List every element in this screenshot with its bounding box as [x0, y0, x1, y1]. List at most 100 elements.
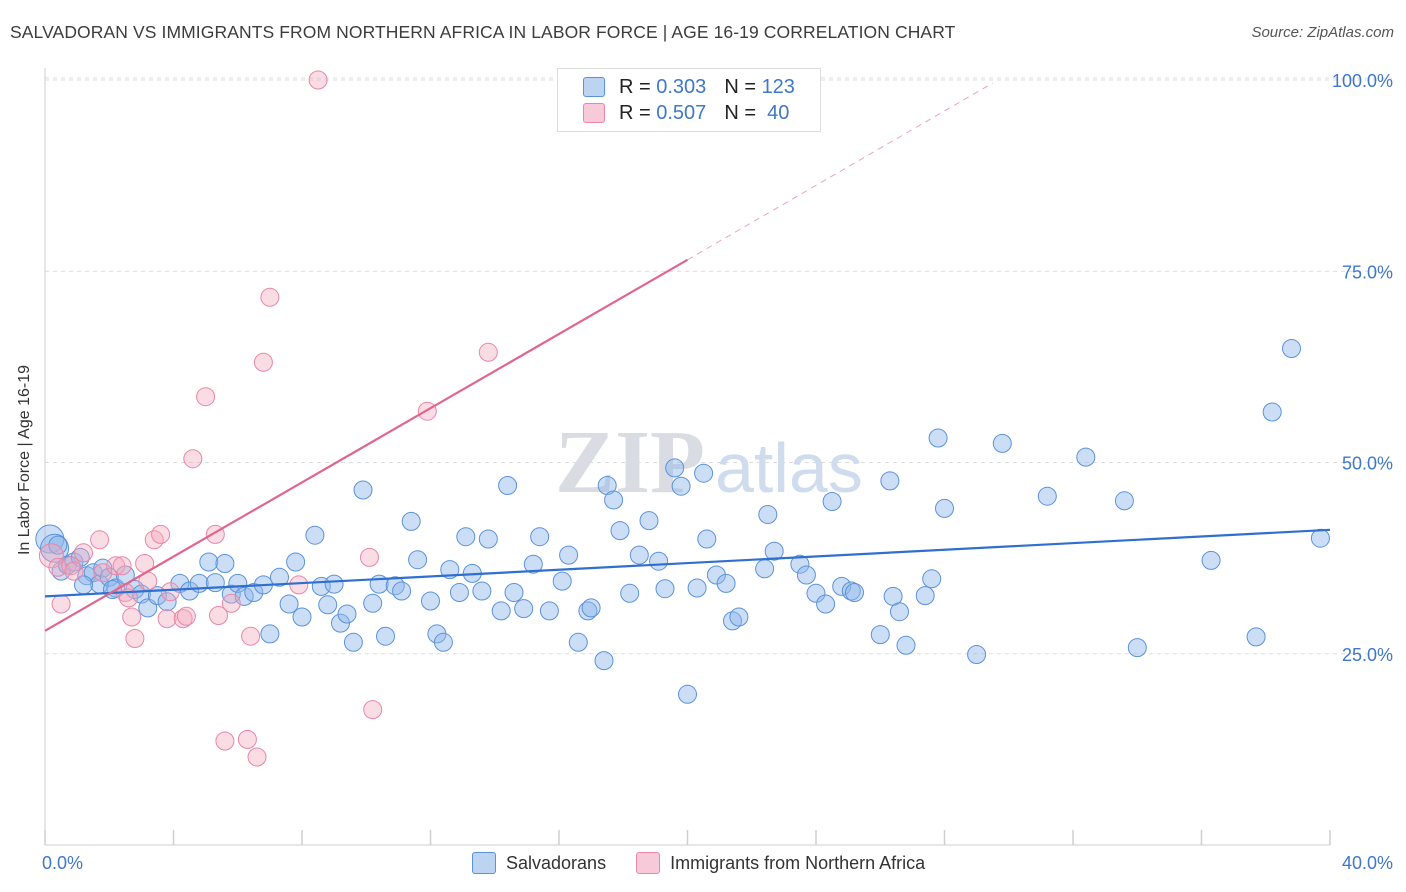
point-northern-africa — [160, 582, 180, 602]
point-northern-africa — [308, 70, 328, 90]
data-points — [35, 70, 1330, 767]
point-salvadorans — [665, 458, 685, 478]
point-salvadorans — [1246, 627, 1266, 647]
point-salvadorans — [816, 594, 836, 614]
point-salvadorans — [514, 599, 534, 619]
point-salvadorans — [1076, 447, 1096, 467]
point-salvadorans — [806, 583, 826, 603]
point-salvadorans — [170, 573, 190, 593]
point-salvadorans — [539, 601, 559, 621]
trend-line-extension — [687, 82, 993, 261]
watermark-atlas: atlas — [715, 429, 863, 507]
point-northern-africa — [112, 556, 132, 576]
point-salvadorans — [890, 602, 909, 622]
y-axis-label: In Labor Force | Age 16-19 — [16, 364, 33, 556]
point-salvadorans — [40, 533, 70, 563]
point-northern-africa — [157, 609, 177, 629]
point-northern-africa — [247, 747, 267, 767]
point-northern-africa — [144, 530, 164, 550]
point-northern-africa — [90, 530, 110, 550]
point-salvadorans — [260, 624, 280, 644]
point-northern-africa — [289, 575, 309, 595]
point-salvadorans — [967, 645, 987, 664]
x-tick-label: 0.0% — [42, 853, 83, 873]
point-salvadorans — [353, 480, 373, 500]
point-northern-africa — [260, 287, 280, 307]
point-salvadorans — [385, 576, 405, 596]
point-salvadorans — [706, 565, 726, 585]
point-salvadorans — [478, 529, 498, 549]
point-salvadorans — [581, 598, 601, 618]
point-salvadorans — [292, 607, 312, 627]
trend-line-salvadorans — [44, 528, 1331, 598]
point-northern-africa — [253, 352, 273, 372]
point-northern-africa — [215, 731, 235, 751]
point-salvadorans — [935, 498, 954, 518]
y-tick-label: 25.0% — [1342, 645, 1393, 665]
point-salvadorans — [244, 583, 264, 602]
point-salvadorans — [343, 632, 363, 652]
point-salvadorans — [324, 574, 344, 594]
point-salvadorans — [1262, 402, 1282, 422]
point-salvadorans — [758, 505, 778, 524]
point-salvadorans — [1037, 486, 1057, 506]
point-salvadorans — [697, 529, 717, 549]
point-salvadorans — [337, 604, 357, 624]
point-salvadorans — [790, 554, 810, 574]
point-salvadorans — [48, 535, 68, 555]
point-northern-africa — [183, 449, 203, 469]
point-salvadorans — [716, 573, 736, 593]
point-northern-africa — [119, 588, 138, 608]
watermark: ZIP atlas — [555, 413, 863, 512]
axes — [44, 68, 1331, 846]
point-salvadorans — [35, 524, 65, 554]
point-salvadorans — [421, 591, 440, 611]
point-salvadorans — [694, 463, 714, 483]
point-salvadorans — [456, 527, 476, 547]
point-northern-africa — [61, 556, 81, 576]
point-salvadorans — [498, 476, 518, 495]
correlation-legend: R = 0.303 N = 123 R = 0.507 N = 40 — [557, 68, 821, 132]
point-salvadorans — [755, 559, 775, 579]
point-salvadorans — [655, 579, 675, 599]
legend-n-value: 40 — [767, 101, 790, 124]
point-salvadorans — [376, 626, 395, 646]
point-northern-africa — [196, 387, 216, 407]
point-northern-africa — [64, 561, 84, 581]
point-salvadorans — [1201, 550, 1221, 570]
point-salvadorans — [764, 541, 784, 561]
point-northern-africa — [122, 607, 142, 627]
y-tick-label: 100.0% — [1332, 71, 1393, 91]
point-northern-africa — [176, 606, 196, 626]
point-northern-africa — [363, 700, 383, 720]
point-salvadorans — [491, 601, 511, 621]
series-legend-swatch-salvadorans — [472, 852, 496, 874]
watermark-zip: ZIP — [555, 413, 705, 512]
point-northern-africa — [51, 594, 71, 614]
point-salvadorans — [639, 511, 659, 531]
point-salvadorans — [1310, 528, 1330, 548]
point-salvadorans — [504, 583, 524, 602]
series-legend-item-northern-africa[interactable]: Immigrants from Northern Africa — [636, 852, 925, 874]
point-salvadorans — [922, 569, 942, 589]
point-northern-africa — [38, 543, 64, 569]
series-legend-label: Salvadorans — [506, 852, 607, 873]
point-salvadorans — [449, 583, 469, 602]
point-northern-africa — [221, 593, 241, 613]
series-legend-item-salvadorans[interactable]: Salvadorans — [472, 852, 606, 874]
point-northern-africa — [125, 629, 145, 648]
point-salvadorans — [832, 576, 852, 596]
point-salvadorans — [578, 601, 598, 621]
point-northern-africa — [360, 547, 379, 567]
tick-labels: 25.0% 50.0% 75.0% 100.0% 0.0% 40.0% — [42, 71, 1393, 873]
legend-row-salvadorans: R = 0.303 N = 123 — [583, 75, 795, 99]
y-tick-label: 50.0% — [1342, 454, 1393, 474]
point-salvadorans — [629, 545, 649, 565]
point-salvadorans — [896, 635, 916, 655]
point-salvadorans — [992, 433, 1012, 453]
point-salvadorans — [433, 632, 453, 652]
point-salvadorans — [392, 581, 412, 601]
legend-n-label: N = — [724, 101, 756, 124]
point-northern-africa — [237, 729, 257, 749]
point-northern-africa — [106, 556, 126, 576]
